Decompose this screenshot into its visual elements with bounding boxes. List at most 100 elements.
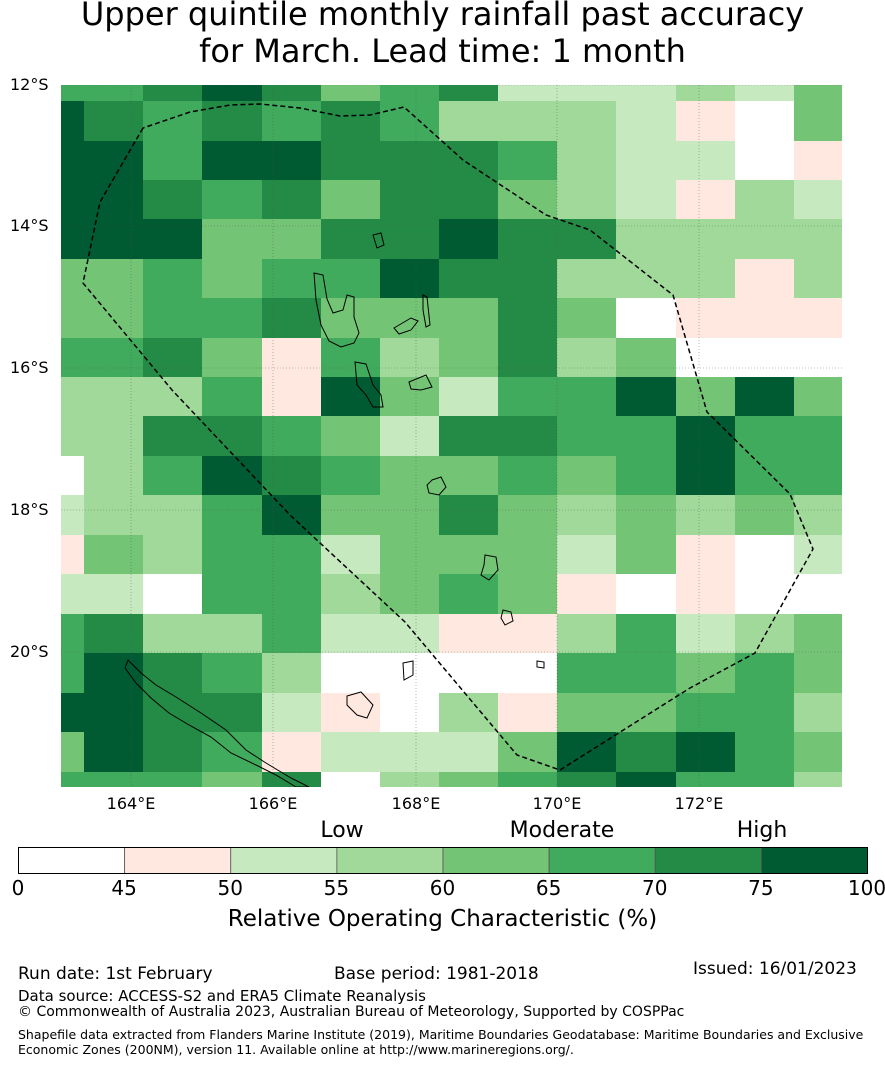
heatmap-cell xyxy=(616,377,676,416)
heatmap-cell xyxy=(616,653,676,693)
heatmap-cell xyxy=(735,772,794,787)
heatmap-cell xyxy=(321,614,380,653)
heatmap-cell xyxy=(439,693,498,732)
heatmap-cell xyxy=(61,338,84,377)
heatmap-cell xyxy=(498,535,557,574)
heatmap-cell xyxy=(84,574,143,614)
heatmap-cell xyxy=(61,416,84,456)
heatmap-cell xyxy=(676,416,735,456)
heatmap-cell xyxy=(735,693,794,732)
heatmap-cell xyxy=(498,574,557,614)
heatmap-cell xyxy=(321,456,380,495)
heatmap-cell xyxy=(498,180,557,219)
base-period: Base period: 1981-2018 xyxy=(334,964,539,984)
heatmap-cell xyxy=(676,693,735,732)
heatmap-cell xyxy=(262,732,321,772)
heatmap-cell xyxy=(380,141,439,180)
heatmap-cell xyxy=(202,653,262,693)
heatmap-cell xyxy=(439,219,498,259)
heatmap-cell xyxy=(262,180,321,219)
lat-label: 12°S xyxy=(10,75,49,94)
heatmap-cell xyxy=(61,377,84,416)
heatmap-cell xyxy=(84,535,143,574)
heatmap-cell xyxy=(202,180,262,219)
island-aneityum xyxy=(536,660,545,669)
heatmap-cell xyxy=(794,141,842,180)
heatmap-cell xyxy=(61,732,84,772)
data-source: Data source: ACCESS-S2 and ERA5 Climate … xyxy=(18,987,426,1005)
heatmap-cell xyxy=(262,298,321,338)
heatmap-cell xyxy=(380,456,439,495)
heatmap-cell xyxy=(202,141,262,180)
heatmap-cell xyxy=(380,180,439,219)
heatmap-cell xyxy=(557,298,616,338)
lon-label: 168°E xyxy=(391,794,441,813)
heatmap-cell xyxy=(262,693,321,732)
run-date: Run date: 1st February xyxy=(18,964,213,984)
heatmap-cell xyxy=(321,85,380,101)
heatmap-cell xyxy=(262,495,321,535)
heatmap-cell xyxy=(735,456,794,495)
heatmap-cell xyxy=(676,495,735,535)
heatmap-cell xyxy=(794,693,842,732)
heatmap-cell xyxy=(557,772,616,787)
colorbar-segment xyxy=(654,847,762,874)
colorbar-tick-label: 55 xyxy=(323,876,350,900)
heatmap-cell xyxy=(616,141,676,180)
heatmap-cell xyxy=(498,495,557,535)
heatmap-cell xyxy=(61,219,84,259)
heatmap-cell xyxy=(616,298,676,338)
heatmap-cell xyxy=(676,338,735,377)
heatmap-cell xyxy=(84,219,143,259)
lon-label: 172°E xyxy=(674,794,724,813)
heatmap-cell xyxy=(557,614,616,653)
heatmap-cell xyxy=(557,338,616,377)
heatmap-cell xyxy=(202,495,262,535)
heatmap-cell xyxy=(321,298,380,338)
heatmap-cell xyxy=(498,693,557,732)
heatmap-cell xyxy=(202,693,262,732)
colorbar-tick-label: 50 xyxy=(217,876,243,900)
eez-boundary xyxy=(82,103,814,771)
heatmap-cell xyxy=(498,141,557,180)
heatmap-cell xyxy=(321,141,380,180)
heatmap-cell xyxy=(557,416,616,456)
heatmap-cell xyxy=(676,653,735,693)
heatmap-cell xyxy=(262,219,321,259)
colorbar-tick-label: 75 xyxy=(748,876,774,900)
heatmap-cell xyxy=(61,298,84,338)
heatmap-cell xyxy=(557,574,616,614)
heatmap-cell xyxy=(61,535,84,574)
island-erromango xyxy=(480,554,499,581)
heatmap-cell xyxy=(439,85,498,101)
heatmap-cell xyxy=(84,416,143,456)
heatmap-cell xyxy=(735,338,794,377)
heatmap-cell xyxy=(735,85,794,101)
heatmap-cell xyxy=(557,219,616,259)
heatmap-cell xyxy=(143,180,202,219)
heatmap-cell xyxy=(794,772,842,787)
heatmap-cell xyxy=(616,85,676,101)
heatmap-cell xyxy=(84,456,143,495)
heatmap-cell xyxy=(380,416,439,456)
heatmap-cell xyxy=(262,85,321,101)
heatmap-cell xyxy=(557,101,616,141)
heatmap-cell xyxy=(380,693,439,732)
heatmap-cell xyxy=(439,732,498,772)
heatmap-cell xyxy=(794,456,842,495)
title-line-2: for March. Lead time: 1 month xyxy=(199,32,686,70)
heatmap-cell xyxy=(61,101,84,141)
heatmap-cell xyxy=(61,141,84,180)
heatmap-cell xyxy=(439,259,498,298)
heatmap-cell xyxy=(735,377,794,416)
colorbar-tick-label: 45 xyxy=(111,876,137,900)
heatmap-cell xyxy=(794,377,842,416)
heatmap-cell xyxy=(61,180,84,219)
heatmap-cell xyxy=(735,259,794,298)
heatmap-cell xyxy=(439,416,498,456)
heatmap-cell xyxy=(498,614,557,653)
heatmap-cell xyxy=(439,653,498,693)
colorbar-label: Relative Operating Characteristic (%) xyxy=(227,906,658,932)
heatmap-cell xyxy=(143,772,202,787)
heatmap-cell xyxy=(380,298,439,338)
